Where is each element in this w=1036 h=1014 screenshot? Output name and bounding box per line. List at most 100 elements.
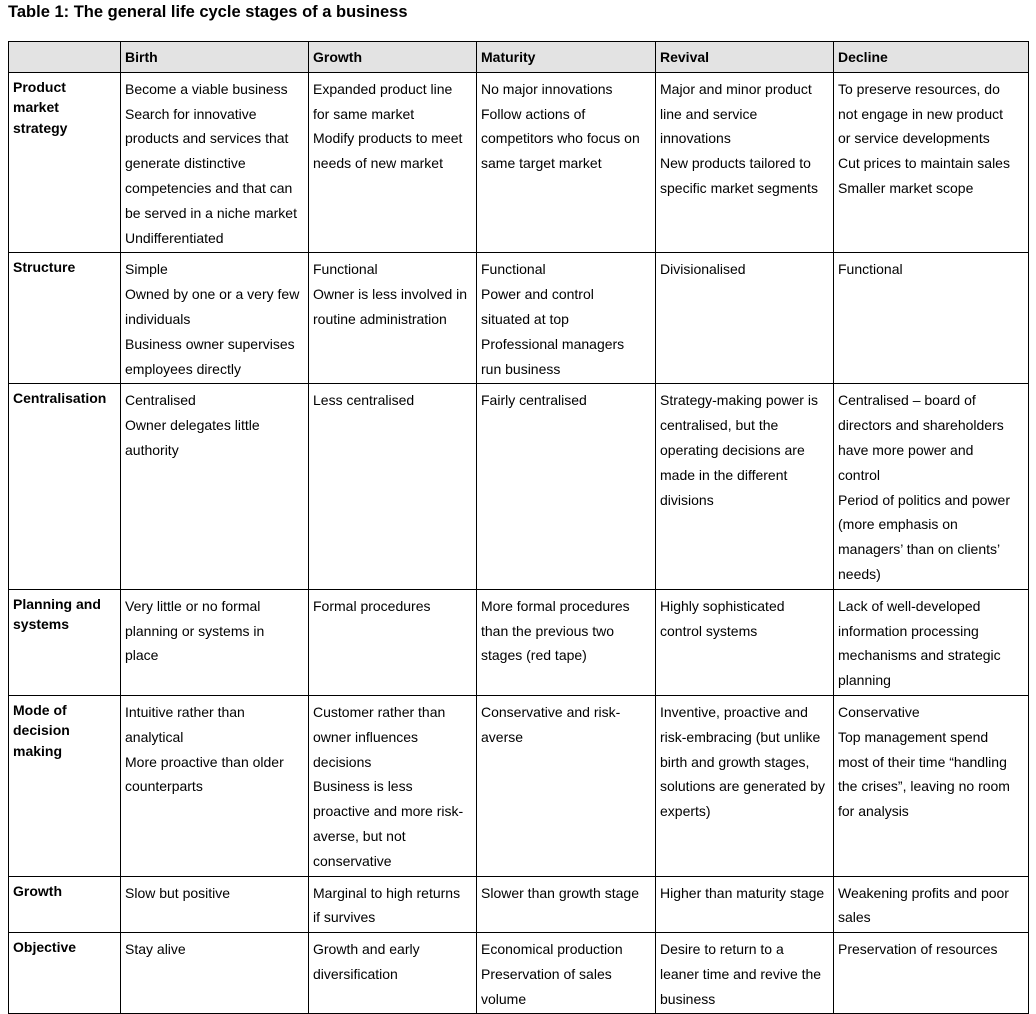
cell-line: solutions are generated by xyxy=(660,778,825,795)
cell-line: leaner time and revive the xyxy=(660,965,822,982)
cell-line: Owner delegates little xyxy=(125,417,260,434)
cell-line: conservative xyxy=(313,852,392,869)
table-cell-maturity: Slower than growth stage xyxy=(476,875,656,934)
cell-line: Centralised – board of xyxy=(838,392,976,409)
cell-line: Simple xyxy=(125,261,168,278)
cell-line: experts) xyxy=(660,803,711,820)
cell-line: Owned by one or a very few xyxy=(125,286,300,303)
cell-line: Undifferentiated xyxy=(125,229,224,246)
table-cell-decline: Centralised – board of directors and shar… xyxy=(833,383,1029,590)
cell-line: Functional xyxy=(313,261,378,278)
cell-line: Period of politics and power xyxy=(838,491,1010,508)
cell-line: Inventive, proactive and xyxy=(660,703,808,720)
cell-line: Slower than growth stage xyxy=(481,884,639,901)
row-label: Product market strategy xyxy=(8,71,121,254)
cell-line: information processing xyxy=(838,622,979,639)
table-cell-revival: Divisionalised xyxy=(655,252,834,385)
column-header-birth: Birth xyxy=(120,41,309,73)
table-cell-maturity: No major innovations Follow actions of com… xyxy=(476,71,656,254)
row-label-line: Planning and xyxy=(13,595,101,612)
table-cell-decline: Functional xyxy=(833,252,1029,385)
cell-line: planning or systems in xyxy=(125,622,265,639)
cell-line: Higher than maturity stage xyxy=(660,884,825,901)
cell-line: competencies and that can xyxy=(125,179,293,196)
cell-line: specific market segments xyxy=(660,179,818,196)
cell-line: To preserve resources, do xyxy=(838,80,1000,97)
table-cell-decline: Conservative Top management spend most of … xyxy=(833,694,1029,877)
cell-line: same target market xyxy=(481,155,602,172)
table-cell-maturity: Conservative and risk-averse xyxy=(476,694,656,877)
cell-line: averse xyxy=(481,728,524,745)
cell-line: be served in a niche market xyxy=(125,204,297,221)
cell-line: stages (red tape) xyxy=(481,647,587,664)
cell-line: control systems xyxy=(660,622,758,639)
cell-line: Stay alive xyxy=(125,941,186,958)
cell-line: mechanisms and strategic xyxy=(838,647,1001,664)
table-cell-maturity: Economical production Preservation of sal… xyxy=(476,932,656,1014)
cell-line: Top management spend xyxy=(838,728,989,745)
cell-line: counterparts xyxy=(125,778,203,795)
column-header-decline: Decline xyxy=(833,41,1029,73)
table-cell-growth: Functional Owner is less involved in routi… xyxy=(308,252,477,385)
cell-line: Search for innovative xyxy=(125,105,257,122)
cell-line: operating decisions are xyxy=(660,441,805,458)
table-cell-revival: Major and minor product line and service i… xyxy=(655,71,834,254)
cell-line: More formal procedures xyxy=(481,597,630,614)
cell-line: Modify products to meet xyxy=(313,130,463,147)
row-label-line: making xyxy=(13,742,63,759)
cell-line: Intuitive rather than xyxy=(125,703,245,720)
cell-line: employees directly xyxy=(125,360,241,377)
cell-line: for same market xyxy=(313,105,415,122)
cell-line: situated at top xyxy=(481,310,569,327)
table-row: Centralisation Centralised Owner delegates… xyxy=(8,383,1029,590)
cell-line: place xyxy=(125,647,159,664)
cell-line: No major innovations xyxy=(481,80,613,97)
cell-line: Become a viable business xyxy=(125,80,288,97)
cell-line: Owner is less involved in xyxy=(313,286,468,303)
cell-line: Business is less xyxy=(313,778,413,795)
cell-line: the crises”, leaving no room xyxy=(838,778,1010,795)
cell-line: (more emphasis on xyxy=(838,516,958,533)
cell-line: for analysis xyxy=(838,803,909,820)
cell-line: decisions xyxy=(313,753,372,770)
cell-line: needs) xyxy=(838,565,881,582)
cell-line: than the previous two xyxy=(481,622,615,639)
cell-line: directors and shareholders xyxy=(838,417,1004,434)
cell-line: needs of new market xyxy=(313,155,443,172)
table-cell-decline: Lack of well-developed information proces… xyxy=(833,588,1029,696)
row-label-line: Mode of xyxy=(13,701,67,718)
cell-line: birth and growth stages, xyxy=(660,753,810,770)
cell-line: Follow actions of xyxy=(481,105,586,122)
table-cell-maturity: Functional Power and control situated at t… xyxy=(476,252,656,385)
cell-line: Preservation of resources xyxy=(838,941,998,958)
cell-line: centralised, but the xyxy=(660,417,779,434)
table-cell-birth: Stay alive xyxy=(120,932,309,1014)
table-cell-decline: Weakening profits and poor sales xyxy=(833,875,1029,934)
cell-line: control xyxy=(838,466,881,483)
column-header-revival: Revival xyxy=(655,41,834,73)
cell-line: Strategy-making power is xyxy=(660,392,818,409)
cell-line: not engage in new product xyxy=(838,105,1004,122)
cell-line: most of their time “handling xyxy=(838,753,1007,770)
table-cell-revival: Highly sophisticated control systems xyxy=(655,588,834,696)
cell-line: line and service xyxy=(660,105,758,122)
cell-line: Marginal to high returns xyxy=(313,884,461,901)
cell-line: Highly sophisticated xyxy=(660,597,785,614)
cell-line: owner influences xyxy=(313,728,419,745)
cell-line: Fairly centralised xyxy=(481,392,587,409)
cell-line: diversification xyxy=(313,965,398,982)
cell-line: generate distinctive xyxy=(125,155,246,172)
cell-line: products and services that xyxy=(125,130,289,147)
table-cell-growth: Customer rather than owner influences deci… xyxy=(308,694,477,877)
cell-line: Business owner supervises xyxy=(125,335,295,352)
cell-line: proactive and more risk- xyxy=(313,803,464,820)
row-label: Objective xyxy=(8,932,121,1014)
row-label-line: Growth xyxy=(13,882,62,899)
cell-line: sales xyxy=(838,909,871,926)
table-cell-birth: Slow but positive xyxy=(120,875,309,934)
table-cell-birth: Simple Owned by one or a very few individu… xyxy=(120,252,309,385)
row-label-line: Structure xyxy=(13,259,76,276)
table-cell-revival: Strategy-making power is centralised, but… xyxy=(655,383,834,590)
header-row: Birth Growth Maturity Revival Decline xyxy=(8,41,1029,73)
cell-line: individuals xyxy=(125,310,191,327)
